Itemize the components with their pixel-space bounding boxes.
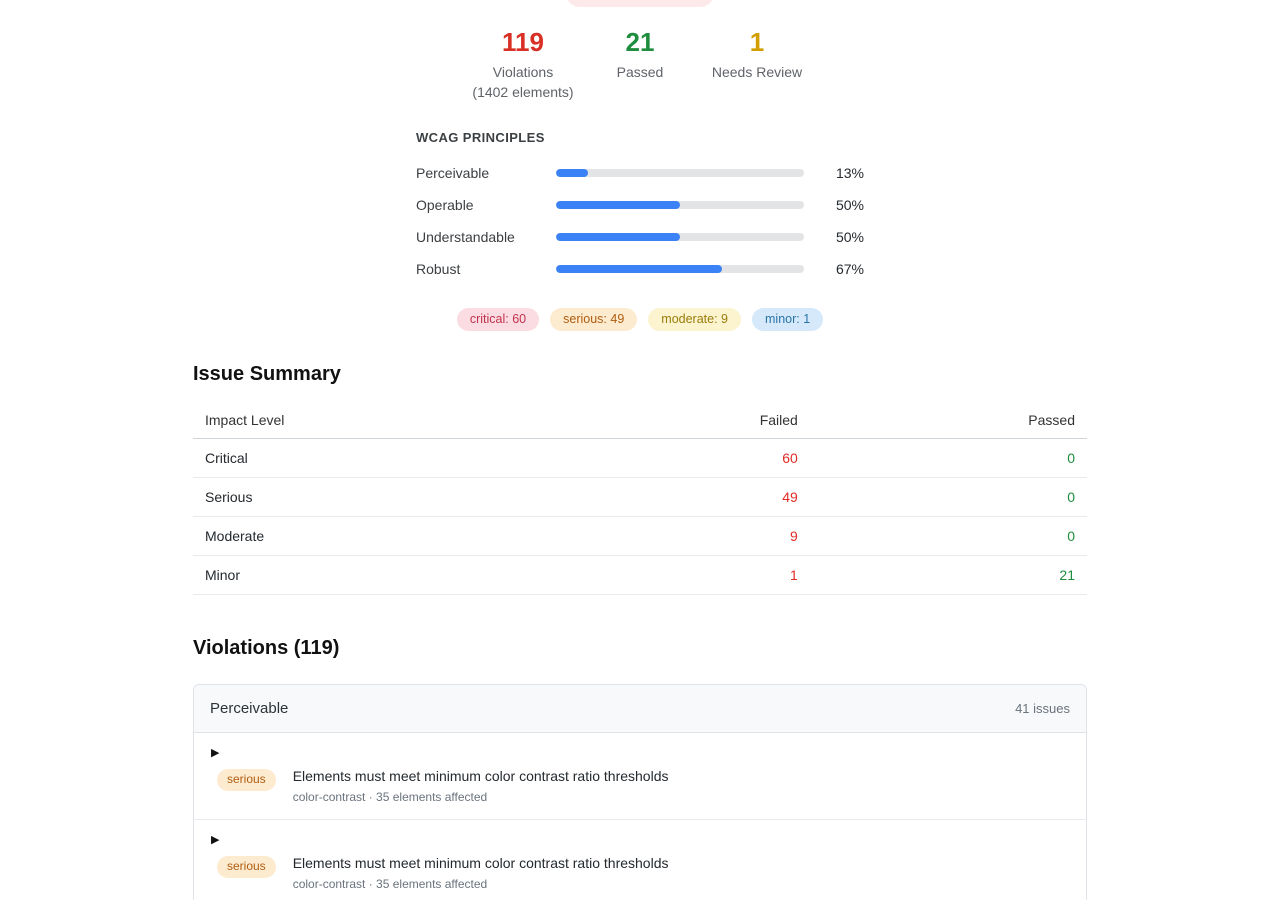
- expand-caret-icon[interactable]: ▶: [211, 747, 220, 760]
- table-header-row: Impact Level Failed Passed: [193, 402, 1087, 440]
- issue-row[interactable]: ▶ serious Elements must meet minimum col…: [194, 733, 1086, 821]
- violations-label: Violations: [492, 63, 554, 80]
- principle-percent: 67%: [835, 260, 864, 277]
- minor-count-badge: minor: 1: [752, 307, 824, 332]
- passed-count: 21: [625, 27, 655, 57]
- impact-level-cell: Critical: [193, 438, 605, 479]
- progress-bar-track: [556, 232, 804, 241]
- passed-cell: 0: [809, 477, 1087, 518]
- progress-bar-fill: [556, 264, 723, 273]
- column-impact-level: Impact Level: [193, 402, 605, 440]
- violations-elements-count: (1402 elements): [472, 83, 574, 100]
- expand-caret-icon[interactable]: ▶: [211, 834, 220, 847]
- failed-cell: 9: [604, 516, 810, 557]
- table-row-serious: Serious 49 0: [193, 477, 1087, 518]
- summary-tab-pill[interactable]: [566, 0, 714, 7]
- passed-cell: 21: [809, 555, 1087, 596]
- issue-line: serious Elements must meet minimum color…: [217, 768, 1070, 804]
- summary-stats: 119 Violations (1402 elements) 21 Passed…: [0, 0, 1280, 100]
- violations-count: 119: [502, 27, 544, 57]
- progress-bar-fill: [556, 232, 680, 241]
- stat-needs-review: 1 Needs Review: [699, 28, 816, 100]
- issue-meta: color-contrast · 35 elements affected: [292, 790, 488, 805]
- issue-summary-table: Impact Level Failed Passed Critical 60 0…: [193, 402, 1087, 596]
- issue-row[interactable]: ▶ serious Elements must meet minimum col…: [194, 820, 1086, 900]
- issue-title: Elements must meet minimum color contras…: [292, 855, 669, 872]
- principle-row-understandable: Understandable 50%: [416, 221, 864, 253]
- wcag-principles-panel: WCAG PRINCIPLES Perceivable 13% Operable…: [416, 130, 864, 285]
- principle-label: Perceivable: [416, 164, 490, 181]
- progress-bar-fill: [556, 168, 589, 177]
- column-passed: Passed: [809, 402, 1087, 440]
- moderate-count-badge: moderate: 9: [648, 307, 741, 332]
- principle-label: Operable: [416, 196, 474, 213]
- issue-title: Elements must meet minimum color contras…: [292, 768, 669, 785]
- progress-bar-track: [556, 264, 804, 273]
- impact-badges-row: critical: 60 serious: 49 moderate: 9 min…: [0, 307, 1280, 332]
- table-row-moderate: Moderate 9 0: [193, 516, 1087, 557]
- group-name: Perceivable: [210, 700, 289, 718]
- progress-bar-track: [556, 200, 804, 209]
- column-failed: Failed: [604, 402, 810, 440]
- principle-row-operable: Operable 50%: [416, 189, 864, 221]
- table-row-critical: Critical 60 0: [193, 438, 1087, 479]
- table-row-minor: Minor 1 21: [193, 555, 1087, 596]
- principle-row-perceivable: Perceivable 13%: [416, 157, 864, 189]
- critical-count-badge: critical: 60: [456, 307, 540, 332]
- failed-cell: 60: [604, 438, 810, 479]
- passed-cell: 0: [809, 438, 1087, 479]
- failed-cell: 49: [604, 477, 810, 518]
- failed-cell: 1: [604, 555, 810, 596]
- principle-percent: 13%: [835, 164, 864, 181]
- stat-violations: 119 Violations (1402 elements): [465, 28, 582, 100]
- needs-review-count: 1: [749, 27, 765, 57]
- progress-bar-track: [556, 168, 804, 177]
- impact-level-cell: Minor: [193, 555, 605, 596]
- issue-meta: color-contrast · 35 elements affected: [292, 877, 488, 892]
- principle-label: Understandable: [416, 228, 515, 245]
- passed-label: Passed: [616, 63, 664, 80]
- principle-percent: 50%: [835, 196, 864, 213]
- progress-bar-fill: [556, 200, 680, 209]
- principle-row-robust: Robust 67%: [416, 253, 864, 285]
- group-header: Perceivable 41 issues: [194, 685, 1086, 734]
- principle-percent: 50%: [835, 228, 864, 245]
- main-content: Issue Summary Impact Level Failed Passed…: [193, 363, 1087, 900]
- needs-review-label: Needs Review: [711, 63, 803, 80]
- impact-tag-serious: serious: [217, 856, 276, 878]
- passed-cell: 0: [809, 516, 1087, 557]
- impact-level-cell: Moderate: [193, 516, 605, 557]
- issue-summary-heading: Issue Summary: [193, 363, 341, 386]
- impact-tag-serious: serious: [217, 769, 276, 791]
- issue-line: serious Elements must meet minimum color…: [217, 855, 1070, 891]
- impact-level-cell: Serious: [193, 477, 605, 518]
- stat-passed: 21 Passed: [582, 28, 699, 100]
- principle-label: Robust: [416, 260, 461, 277]
- serious-count-badge: serious: 49: [550, 307, 638, 332]
- violations-group-perceivable: Perceivable 41 issues ▶ serious Elements…: [193, 684, 1087, 900]
- group-issue-count: 41 issues: [1015, 701, 1070, 717]
- violations-heading: Violations (119): [193, 637, 340, 660]
- wcag-principles-title: WCAG PRINCIPLES: [416, 129, 545, 145]
